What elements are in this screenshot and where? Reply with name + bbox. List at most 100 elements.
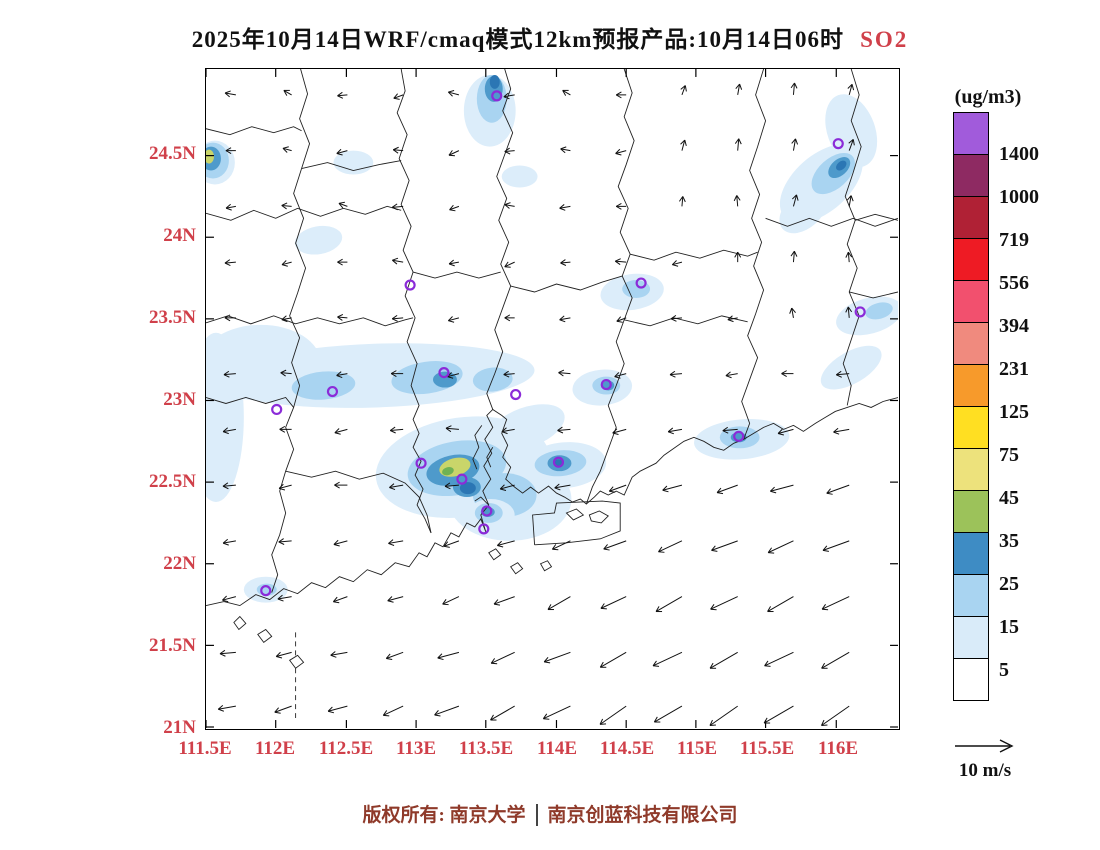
wind-arrow xyxy=(557,426,571,434)
wind-arrow xyxy=(615,91,627,99)
wind-arrow xyxy=(499,484,515,491)
wind-arrow xyxy=(560,146,571,154)
wind-arrow xyxy=(734,138,742,151)
colorbar-block xyxy=(953,154,989,197)
island xyxy=(233,615,247,631)
wind-arrow xyxy=(671,260,683,267)
station-marker xyxy=(438,367,450,379)
wind-arrow xyxy=(826,484,850,495)
wind-arrow xyxy=(389,426,404,434)
wind-arrow xyxy=(764,651,794,667)
wind-arrow xyxy=(504,147,515,155)
colorbar-tick-label: 394 xyxy=(999,315,1029,337)
wind-arrow xyxy=(600,596,627,610)
colorbar-unit-label: (ug/m3) xyxy=(954,86,1022,108)
concentration-contour xyxy=(459,482,476,495)
wind-arrow xyxy=(616,316,627,323)
colorbar-tick-label: 125 xyxy=(999,401,1029,423)
copyright-left: 版权所有: 南京大学 xyxy=(362,805,526,826)
concentration-contour xyxy=(206,149,214,164)
wind-arrow xyxy=(225,203,236,211)
colorbar-block xyxy=(953,238,989,281)
wind-arrow xyxy=(725,371,738,379)
boundary-line xyxy=(741,69,767,440)
wind-arrow xyxy=(223,370,236,378)
wind-arrow xyxy=(277,594,292,602)
colorbar-block xyxy=(953,658,989,701)
wind-arrow xyxy=(735,83,743,95)
copyright-right: 南京创蓝科技有限公司 xyxy=(547,805,738,826)
concentration-contour xyxy=(865,302,893,320)
wind-arrow xyxy=(669,370,682,378)
copyright-divider xyxy=(535,804,538,826)
colorbar-tick-label: 1400 xyxy=(999,143,1039,165)
wind-arrow xyxy=(710,596,738,611)
wind-arrow xyxy=(846,195,854,207)
station-marker xyxy=(510,388,522,401)
wind-arrow xyxy=(845,251,853,263)
lon-tick-label: 112.5E xyxy=(318,738,374,759)
boundary-line xyxy=(412,271,501,279)
wind-arrow xyxy=(434,705,460,717)
colorbar-tick-label: 25 xyxy=(999,573,1019,595)
boundary-line xyxy=(486,447,494,468)
wind-arrow xyxy=(614,372,627,379)
concentration-contour xyxy=(820,345,882,390)
concentration-contour xyxy=(501,165,538,188)
lat-tick-label: 22N xyxy=(163,553,196,574)
lat-tick-label: 21N xyxy=(163,717,196,738)
colorbar: 1400 1000 719 556 394 231 125 75 45 35 25 15 5 xyxy=(953,112,1039,701)
boundary-line xyxy=(486,69,514,410)
map-svg xyxy=(206,69,898,728)
station-marker xyxy=(326,385,339,398)
station-marker xyxy=(260,585,272,597)
boundary-line xyxy=(206,397,898,607)
wind-arrow xyxy=(447,316,460,323)
lat-tick-label: 24N xyxy=(163,225,196,246)
wind-arrow xyxy=(332,596,348,604)
wind-arrow xyxy=(821,705,850,727)
copyright: 版权所有: 南京大学 南京创蓝科技有限公司 xyxy=(0,800,1100,827)
boundary-line xyxy=(206,396,294,408)
lat-tick-label: 23N xyxy=(163,389,196,410)
station-marker xyxy=(854,306,866,318)
wind-arrow xyxy=(490,651,515,665)
wind-arrow xyxy=(447,90,460,97)
wind-arrow xyxy=(217,704,236,712)
boundary-line xyxy=(206,126,302,136)
boundary-line xyxy=(624,315,748,327)
title-text: 2025年10月14日WRF/cmaq模式12km预报产品:10月14日06时 xyxy=(191,27,845,52)
wind-arrow xyxy=(603,540,627,551)
island xyxy=(565,508,585,521)
concentration-contour xyxy=(622,280,651,298)
wind-arrow xyxy=(390,370,404,378)
wind-arrow xyxy=(543,651,571,664)
wind-arrow xyxy=(558,369,571,377)
lon-tick-label: 115E xyxy=(676,738,718,759)
wind-arrow xyxy=(833,427,850,435)
wind-arrow xyxy=(709,651,738,669)
wind-arrow xyxy=(445,425,459,433)
wind-arrow xyxy=(443,540,460,548)
lon-tick-label: 114E xyxy=(536,738,578,759)
lon-tick-label: 116E xyxy=(817,738,859,759)
wind-arrow xyxy=(547,596,571,611)
boundary-line xyxy=(396,69,432,534)
wind-arrow xyxy=(490,705,515,721)
station-marker xyxy=(415,457,427,469)
page-title: 2025年10月14日WRF/cmaq模式12km预报产品:10月14日06时 S… xyxy=(0,20,1100,54)
concentration-contour xyxy=(206,332,244,503)
station-marker xyxy=(481,505,493,517)
map-frame xyxy=(205,68,900,730)
wind-arrow xyxy=(615,148,627,156)
wind-arrow xyxy=(382,705,404,717)
wind-arrow xyxy=(845,306,853,318)
wind-arrow xyxy=(680,85,687,96)
wind-arrow xyxy=(219,649,236,657)
wind-legend: 10 m/s xyxy=(950,736,1020,782)
wind-arrow xyxy=(222,595,236,603)
wind-arrow xyxy=(391,203,404,211)
wind-arrow xyxy=(333,539,348,547)
colorbar-tick-label: 719 xyxy=(999,229,1029,251)
